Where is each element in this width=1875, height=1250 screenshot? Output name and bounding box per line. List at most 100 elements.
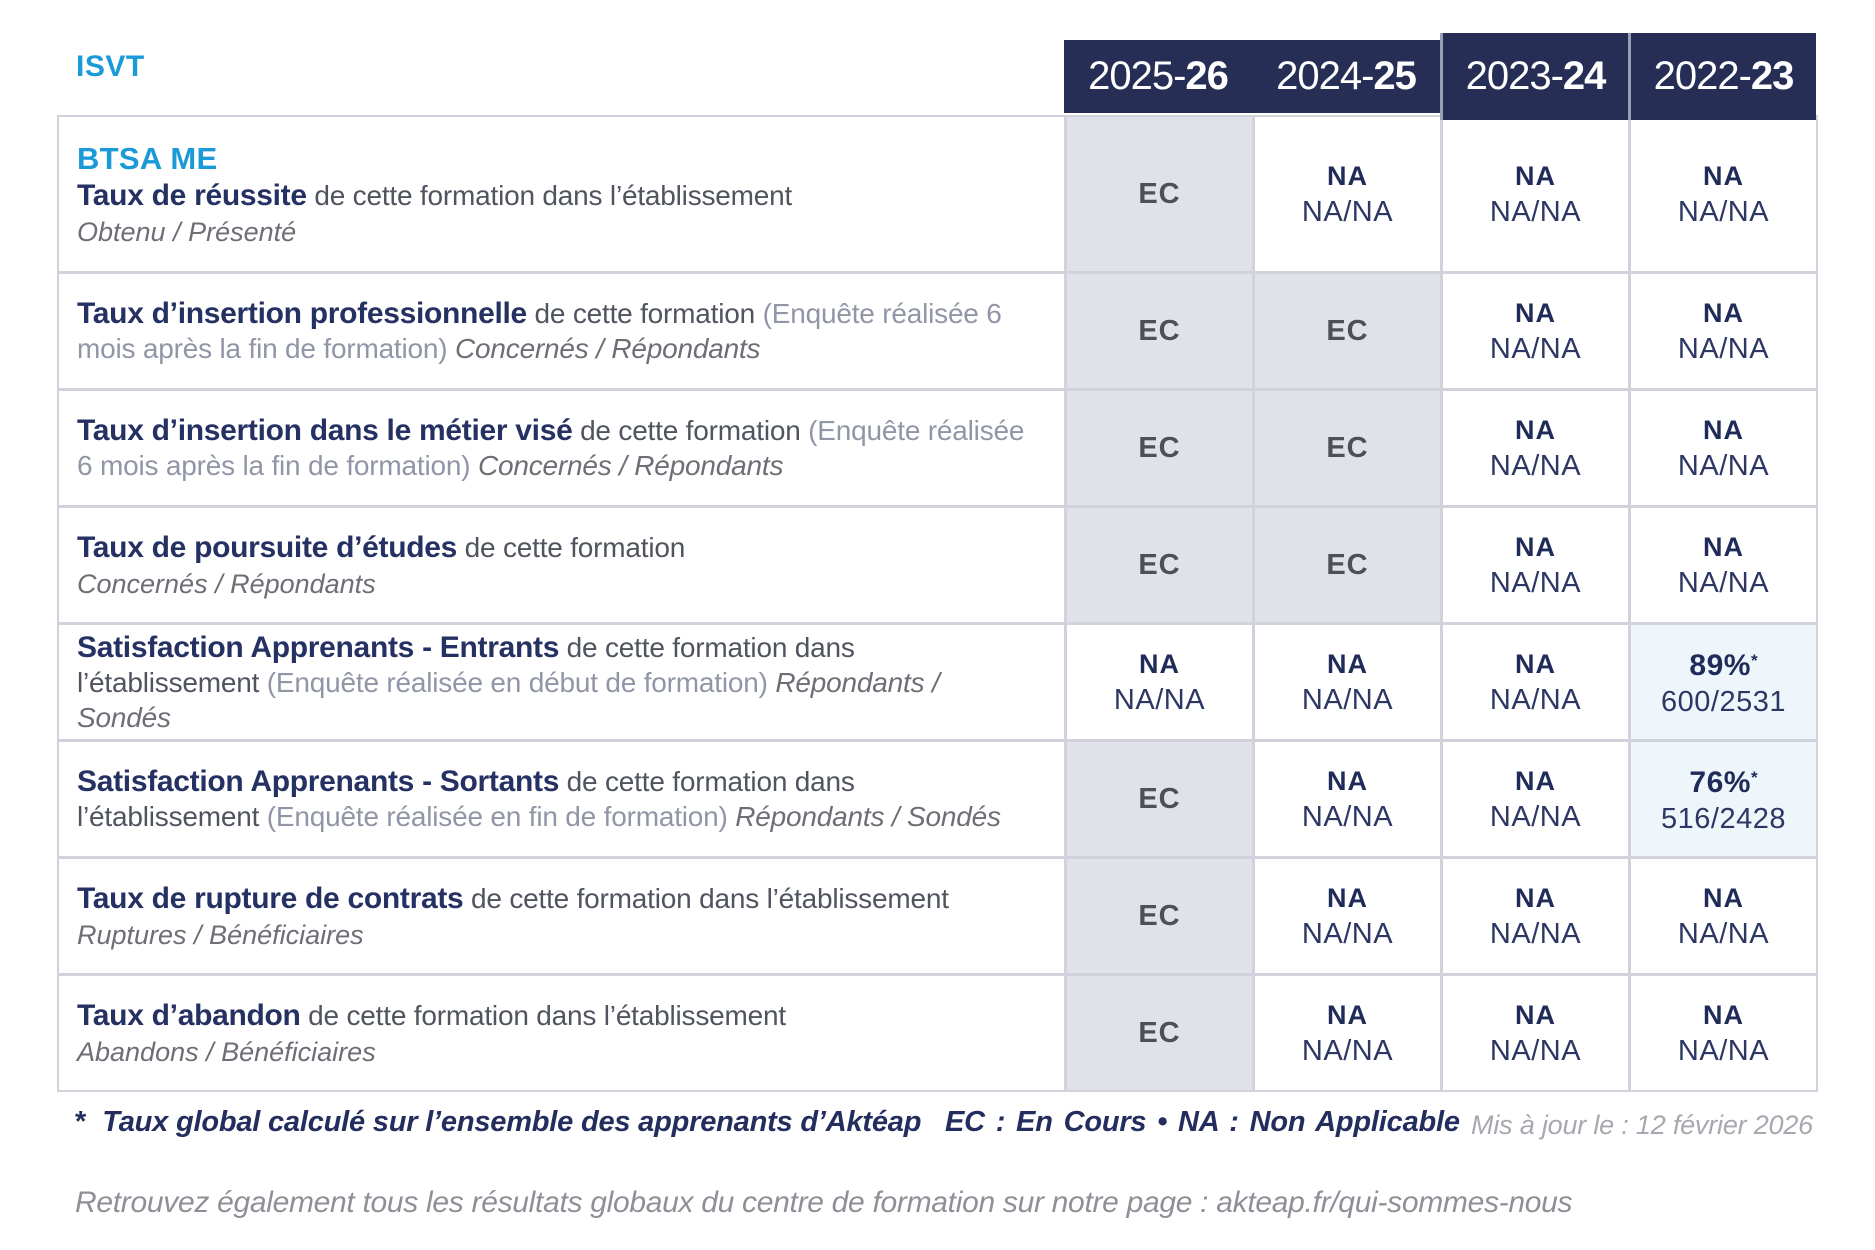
row-title-bold: Taux d’insertion dans le métier visé [77, 414, 573, 447]
table-cell: NA NA/NA [1440, 976, 1628, 1090]
year-prefix: 2022- [1653, 54, 1752, 98]
row-title-bold: Taux de réussite [77, 178, 307, 212]
row-subtitle: Abandons / Bénéficiaires [77, 1036, 376, 1067]
row-title: Taux de réussite de cette formation dans… [77, 178, 1036, 213]
table-row-taux-reussite: BTSA ME Taux de réussite de cette format… [59, 117, 1816, 271]
year-prefix: 2024- [1276, 54, 1374, 98]
table-row-insertion-professionnelle: Taux d’insertion professionnelle de cett… [59, 271, 1816, 388]
row-title-italic: Répondants / Sondés [735, 801, 1001, 832]
row-title: Satisfaction Apprenants - Entrants de ce… [77, 630, 1036, 735]
cell-detail: NA/NA [1677, 1034, 1770, 1067]
table-cell: NA NA/NA [1628, 117, 1816, 271]
cell-value: EC [1138, 900, 1181, 932]
cell-value: NA [1703, 297, 1744, 328]
row-title-italic: Concernés / Répondants [477, 450, 784, 481]
table-cell: EC [1064, 274, 1252, 388]
table-cell-satisfaction-score: 76%* 516/2428 [1628, 742, 1816, 856]
table-cell: EC [1064, 859, 1252, 973]
row-title: Taux de poursuite d’études de cette form… [77, 530, 1036, 565]
table-cell: EC [1064, 117, 1252, 271]
row-title-light: (Enquête réalisée en fin de formation) [266, 801, 736, 832]
row-title-bold: Satisfaction Apprenants - Sortants [77, 765, 560, 798]
cell-value: NA [1703, 531, 1744, 562]
table-cell: NA NA/NA [1440, 274, 1628, 388]
table-cell: NA NA/NA [1628, 508, 1816, 622]
cell-detail: NA/NA [1301, 917, 1394, 950]
global-rate-footnote: * Taux global calculé sur l’ensemble des … [75, 1106, 921, 1139]
asterisk-mark: * [75, 1106, 87, 1138]
row-title-bold: Taux de rupture de contrats [77, 881, 464, 915]
cell-value: EC [1326, 432, 1369, 464]
table-row-insertion-metier: Taux d’insertion dans le métier visé de … [59, 388, 1816, 505]
table-cell: NA NA/NA [1440, 391, 1628, 505]
row-title: Taux d’insertion professionnelle de cett… [77, 296, 1036, 366]
table-cell: NA NA/NA [1440, 508, 1628, 622]
table-cell: EC [1064, 391, 1252, 505]
cell-detail: NA/NA [1677, 449, 1770, 482]
cell-detail: NA/NA [1489, 566, 1582, 599]
table-cell: EC [1252, 274, 1440, 388]
cell-detail: NA/NA [1301, 195, 1394, 228]
cell-value: NA [1515, 999, 1556, 1030]
cell-detail: NA/NA [1489, 800, 1582, 833]
cell-detail: NA/NA [1489, 683, 1582, 716]
row-label: BTSA ME Taux de réussite de cette format… [59, 117, 1064, 271]
row-title: Satisfaction Apprenants - Sortants de ce… [77, 764, 1036, 834]
cell-detail: NA/NA [1301, 683, 1394, 716]
row-subtitle: Concernés / Répondants [77, 568, 376, 599]
cell-value: EC [1138, 1017, 1181, 1049]
table-cell: EC [1064, 508, 1252, 622]
row-title-gray: de cette formation dans l’établissement [300, 999, 786, 1031]
cell-value: NA [1703, 882, 1744, 913]
cell-value: NA [1327, 882, 1368, 913]
year-suffix: 23 [1750, 54, 1794, 98]
row-title-bold: Satisfaction Apprenants - Entrants [77, 630, 560, 664]
cell-detail: NA/NA [1677, 917, 1770, 950]
cell-detail: NA/NA [1489, 449, 1582, 482]
row-title: Taux d’abandon de cette formation dans l… [77, 998, 1036, 1033]
cell-detail: 600/2531 [1661, 686, 1786, 718]
row-title-gray: de cette formation dans l’établissement [77, 631, 855, 698]
cell-value: NA [1703, 999, 1744, 1030]
program-name: BTSA ME [77, 140, 218, 176]
cell-detail: NA/NA [1489, 1034, 1582, 1067]
cell-detail: NA/NA [1301, 1034, 1394, 1067]
row-label: Taux d’abandon de cette formation dans l… [59, 976, 1064, 1090]
cell-value: EC [1138, 432, 1181, 464]
table-cell: NA NA/NA [1440, 742, 1628, 856]
row-label: Taux d’insertion professionnelle de cett… [59, 274, 1064, 388]
cell-value: NA [1515, 648, 1556, 679]
year-prefix: 2023- [1465, 54, 1564, 98]
row-subtitle: Obtenu / Présenté [77, 216, 297, 247]
year-header-2023-24: 2023- 24 [1440, 33, 1628, 120]
cell-detail: NA/NA [1677, 332, 1770, 365]
row-title-light: (Enquête réalisée 6 mois après la fin de… [77, 298, 1002, 364]
cell-value: 76%* [1689, 766, 1758, 799]
table-row-abandon: Taux d’abandon de cette formation dans l… [59, 973, 1816, 1090]
row-title-gray: de cette formation dans l’établissement [77, 766, 855, 832]
table-cell: EC [1252, 391, 1440, 505]
table-cell: NA NA/NA [1440, 625, 1628, 739]
cell-detail: NA/NA [1113, 683, 1206, 716]
cell-value: 89%* [1689, 649, 1758, 682]
table-cell: NA NA/NA [1252, 859, 1440, 973]
cell-value: NA [1515, 414, 1556, 445]
table-cell: NA NA/NA [1628, 859, 1816, 973]
table-cell: NA NA/NA [1440, 117, 1628, 271]
cell-value: EC [1138, 783, 1181, 815]
table-cell: NA NA/NA [1252, 625, 1440, 739]
cell-value: NA [1515, 765, 1556, 796]
table-row-rupture-contrats: Taux de rupture de contrats de cette for… [59, 856, 1816, 973]
results-table: BTSA ME Taux de réussite de cette format… [57, 115, 1818, 1092]
cell-value: NA [1515, 160, 1556, 191]
cell-value: NA [1515, 297, 1556, 328]
cell-value: NA [1327, 160, 1368, 191]
cell-value: NA [1139, 648, 1180, 679]
table-cell: NA NA/NA [1064, 625, 1252, 739]
row-title: Taux d’insertion dans le métier visé de … [77, 413, 1036, 483]
cell-value: EC [1326, 315, 1369, 347]
cell-value: EC [1138, 178, 1181, 210]
cell-detail: NA/NA [1301, 800, 1394, 833]
cell-detail: NA/NA [1677, 566, 1770, 599]
